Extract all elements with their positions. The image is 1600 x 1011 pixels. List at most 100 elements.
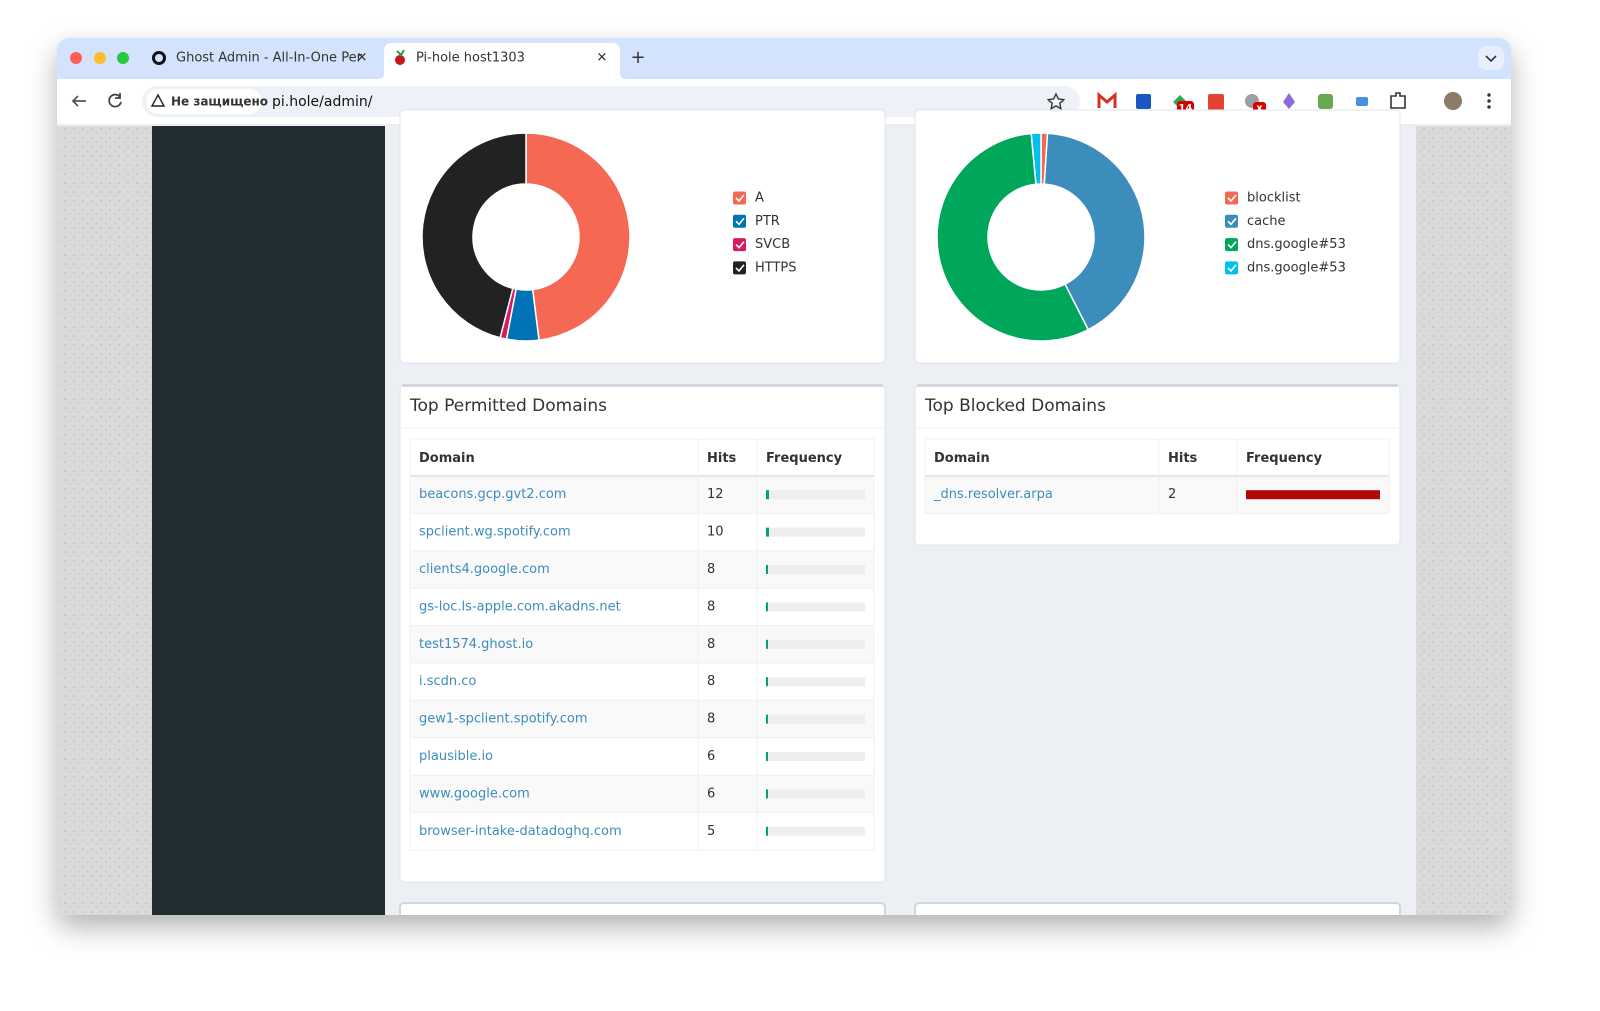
- domain-link[interactable]: spclient.wg.spotify.com: [419, 525, 571, 540]
- minimize-window[interactable]: [94, 52, 106, 64]
- frequency-track: [766, 602, 865, 612]
- domain-link[interactable]: browser-intake-datadoghq.com: [419, 824, 622, 839]
- frequency-track: [766, 639, 865, 649]
- hits: 8: [707, 562, 715, 577]
- legend-checkbox[interactable]: [733, 238, 746, 252]
- card: [399, 902, 886, 915]
- domain-link[interactable]: gew1-spclient.spotify.com: [419, 712, 587, 727]
- domain-link[interactable]: clients4.google.com: [419, 562, 550, 577]
- bookmark-star[interactable]: [1046, 92, 1066, 110]
- extension-icon[interactable]: [1208, 94, 1224, 110]
- extensions: 14 x: [1097, 91, 1491, 115]
- frequency-track: [766, 527, 865, 537]
- back-button[interactable]: [71, 95, 86, 107]
- legend-label: SVCB: [755, 237, 790, 252]
- extension-icon[interactable]: [1318, 94, 1333, 109]
- frequency-track: [766, 677, 865, 687]
- donut-slice[interactable]: [1030, 132, 1042, 186]
- legend-label: dns.google#53: [1247, 237, 1346, 252]
- domain-link[interactable]: i.scdn.co: [419, 674, 476, 689]
- legend-label: blocklist: [1247, 191, 1301, 206]
- legend-checkbox[interactable]: [1225, 191, 1238, 205]
- extensions-menu[interactable]: [1390, 92, 1406, 109]
- hits: 8: [707, 637, 715, 652]
- reload-button[interactable]: [108, 93, 122, 108]
- extension-icon[interactable]: [1097, 91, 1117, 108]
- domain-link[interactable]: www.google.com: [419, 786, 530, 801]
- domain-link[interactable]: gs-loc.ls-apple.com.akadns.net: [419, 599, 621, 614]
- legend-checkbox[interactable]: [733, 214, 746, 228]
- tab-title: Ghost Admin - All-In-One Per: [176, 51, 363, 66]
- extension-icon[interactable]: [1356, 97, 1368, 106]
- profile-avatar[interactable]: [1444, 92, 1462, 110]
- legend-check: [735, 264, 745, 273]
- frequency-track: [766, 714, 865, 724]
- legend-checkbox[interactable]: [733, 261, 746, 275]
- donut-slice[interactable]: [421, 132, 527, 339]
- frequency-bar: [1246, 490, 1380, 500]
- column-header: Frequency: [766, 451, 843, 466]
- frequency-bar: [766, 490, 769, 500]
- frequency-track: [766, 826, 865, 836]
- column-header: Frequency: [1246, 451, 1323, 466]
- close-window[interactable]: [70, 52, 82, 64]
- frequency-track: [766, 752, 865, 761]
- badge-text: 14: [1179, 103, 1193, 114]
- legend-checkbox[interactable]: [1225, 214, 1238, 228]
- card-top-border: [402, 384, 883, 387]
- security-label: Не защищено: [171, 95, 268, 109]
- frequency-bar: [766, 602, 768, 612]
- legend-check: [1227, 241, 1237, 249]
- legend-check: [1227, 264, 1237, 273]
- legend-checkbox[interactable]: [1225, 261, 1238, 275]
- tab-close[interactable]: ✕: [597, 51, 608, 66]
- frequency-bar: [766, 565, 768, 574]
- browser-menu[interactable]: [1487, 93, 1491, 109]
- tab-title: Pi-hole host1303: [416, 51, 525, 66]
- donut-slice[interactable]: [525, 132, 631, 342]
- domain-link[interactable]: _dns.resolver.arpa: [933, 487, 1053, 502]
- tab-icon: [395, 55, 405, 65]
- domain-link[interactable]: beacons.gcp.gvt2.com: [419, 487, 566, 502]
- donut-slice[interactable]: [1043, 132, 1146, 331]
- hits: 8: [707, 674, 715, 689]
- hits: 8: [707, 599, 715, 614]
- legend-check: [1227, 194, 1237, 203]
- tab-search[interactable]: [1478, 46, 1504, 70]
- legend-checkbox[interactable]: [1225, 238, 1238, 252]
- badge-text: x: [1256, 103, 1263, 114]
- new-tab[interactable]: +: [630, 47, 645, 68]
- tab-search-icon: [1485, 55, 1497, 63]
- column-header: Domain: [934, 451, 990, 466]
- extension-icon[interactable]: [1136, 94, 1151, 109]
- card-top-border: [917, 384, 1398, 387]
- zoom-window[interactable]: [117, 52, 129, 64]
- legend-checkbox[interactable]: [733, 191, 746, 205]
- frequency-bar: [766, 789, 768, 799]
- extension-icon[interactable]: [1283, 93, 1295, 109]
- sidebar: [152, 126, 385, 915]
- hits: 10: [707, 525, 724, 540]
- frequency-bar: [766, 714, 768, 724]
- security-chip[interactable]: [146, 89, 262, 114]
- hits: 8: [707, 712, 715, 727]
- card: [914, 902, 1401, 915]
- column-header: Domain: [419, 451, 475, 466]
- omnibox[interactable]: [142, 86, 1080, 117]
- card-title: Top Blocked Domains: [924, 396, 1106, 416]
- frequency-track: [766, 789, 865, 799]
- column-header: Hits: [707, 451, 737, 466]
- hits: 6: [707, 749, 715, 764]
- legend-check: [735, 194, 745, 203]
- tab[interactable]: Ghost Admin - All-In-One Per ✕: [152, 51, 367, 66]
- active-tab[interactable]: [378, 43, 626, 79]
- donut-slice[interactable]: [936, 132, 1090, 342]
- tab-strip: [57, 38, 1511, 79]
- domain-link[interactable]: plausible.io: [419, 749, 493, 764]
- domain-link[interactable]: test1574.ghost.io: [419, 637, 533, 652]
- tab-close[interactable]: ✕: [357, 51, 368, 66]
- legend-check: [735, 217, 745, 226]
- url: pi.hole/admin/: [272, 94, 373, 110]
